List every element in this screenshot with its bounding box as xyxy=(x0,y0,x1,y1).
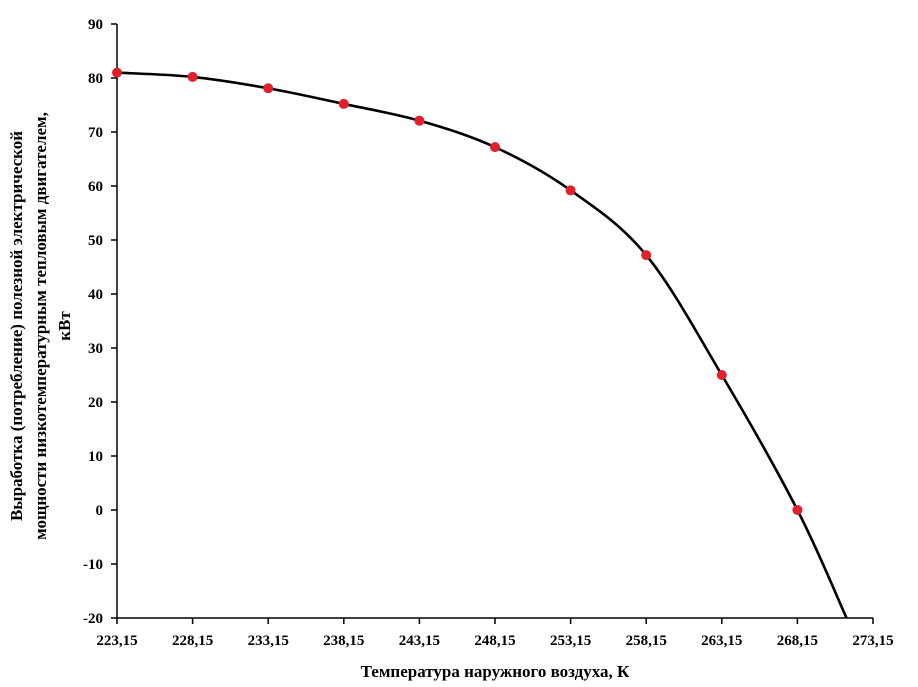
data-point xyxy=(414,115,425,126)
y-tick-label: 20 xyxy=(88,395,103,411)
x-tick-label: 228,15 xyxy=(172,633,213,649)
x-tick-label: 268,15 xyxy=(777,633,818,649)
y-tick-label: -20 xyxy=(83,611,103,627)
data-point xyxy=(263,83,274,94)
y-tick-label: 0 xyxy=(96,503,104,519)
x-tick-label: 233,15 xyxy=(248,633,289,649)
axes: -20 -10 0 10 20 30 40 50 60 70 80 90 223,15 228,15 233… xyxy=(83,17,894,649)
x-tick-label: 253,15 xyxy=(550,633,591,649)
y-tick-label: 10 xyxy=(88,449,103,465)
y-tick-label: 70 xyxy=(88,125,103,141)
y-axis-title-line: Выработка (потребление) полезной электри… xyxy=(7,131,26,521)
x-tick-label: 238,15 xyxy=(323,633,364,649)
data-point xyxy=(641,250,652,261)
x-tick-label: 263,15 xyxy=(701,633,742,649)
data-point xyxy=(490,142,500,153)
y-tick-label: 40 xyxy=(88,287,103,303)
y-axis-title-line: мощности низкотемпературным тепловым дви… xyxy=(31,112,50,540)
data-point xyxy=(338,98,349,109)
series-group xyxy=(112,67,848,619)
x-tick-label: 258,15 xyxy=(626,633,667,649)
y-axis-title: Выработка (потребление) полезной электри… xyxy=(7,112,74,540)
y-tick-label: -10 xyxy=(83,557,103,573)
data-point xyxy=(565,185,576,196)
x-tick-label: 243,15 xyxy=(399,633,440,649)
x-axis-title: Температура наружного воздуха, К xyxy=(361,662,630,681)
y-tick-label: 80 xyxy=(88,71,103,87)
x-tick-label: 223,15 xyxy=(96,633,137,649)
y-axis-title-line: кВт xyxy=(55,311,74,341)
x-tick-label: 273,15 xyxy=(852,633,893,649)
data-point xyxy=(187,71,198,82)
y-tick-label: 30 xyxy=(88,341,103,357)
data-point xyxy=(792,505,803,515)
y-tick-label: 50 xyxy=(88,233,103,249)
series-line xyxy=(116,71,848,619)
y-tick-label: 60 xyxy=(88,179,103,195)
data-point xyxy=(112,67,122,78)
x-tick-label: 248,15 xyxy=(474,633,515,649)
y-tick-label: 90 xyxy=(88,17,103,33)
data-point xyxy=(716,370,727,380)
